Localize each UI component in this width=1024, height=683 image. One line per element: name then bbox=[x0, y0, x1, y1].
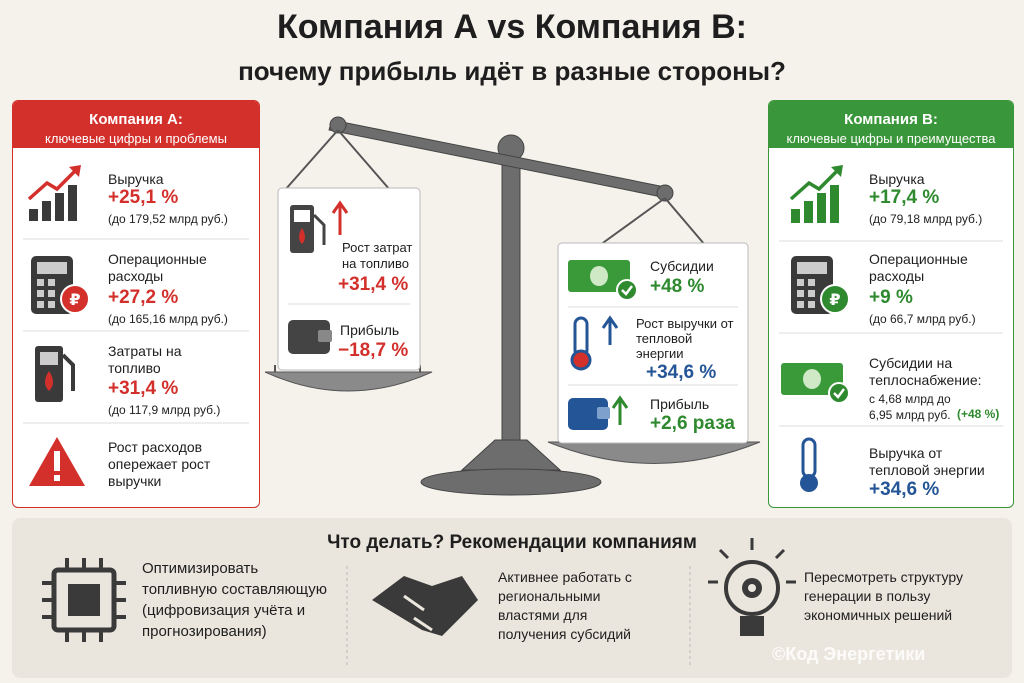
item-value: +9 % bbox=[869, 287, 913, 308]
item-note: (до 79,18 млрд руб.) bbox=[869, 212, 983, 226]
scale-right-value: +34,6 % bbox=[646, 362, 717, 383]
item-value: +34,6 % bbox=[869, 479, 940, 500]
item-note: с 4,68 млрд до 6,95 млрд руб. bbox=[869, 392, 951, 422]
item-label: Выручка от тепловой энергии bbox=[869, 445, 985, 478]
header-subtitle: ключевые цифры и проблемы bbox=[45, 131, 227, 146]
item-label: Операционные расходы bbox=[869, 251, 968, 284]
scale-right-value: +48 % bbox=[650, 276, 705, 297]
item-value: +17,4 % bbox=[869, 187, 940, 208]
item-label: Рост расходов опережает рост выручки bbox=[108, 439, 211, 489]
subtitle: почему прибыль идёт в разные стороны? bbox=[238, 56, 786, 86]
item-label: Затраты на топливо bbox=[108, 343, 182, 376]
item-label: Выручка bbox=[108, 171, 164, 187]
header-subtitle: ключевые цифры и преимущества bbox=[786, 131, 996, 146]
company-b-panel: Компания В: ключевые цифры и преимуществ… bbox=[768, 100, 1014, 508]
item-note: (до 117,9 млрд руб.) bbox=[108, 403, 221, 417]
item-highlight: (+48 %) bbox=[957, 407, 1000, 421]
scale-right-label: Рост выручки от тепловой энергии bbox=[636, 316, 734, 361]
recommendations-panel: Что делать? Рекомендации компаниям Оптим… bbox=[12, 518, 1012, 678]
recommendation: Оптимизировать топливную составляющую (ц… bbox=[142, 560, 328, 640]
icons: ₽ bbox=[779, 165, 1003, 492]
item-value: +25,1 % bbox=[108, 187, 179, 208]
icons bbox=[42, 538, 796, 666]
recommendations-title: Что делать? Рекомендации компаниям bbox=[327, 532, 697, 553]
item-label: Субсидии на теплоснабжение: bbox=[869, 355, 982, 388]
item-label: Выручка bbox=[869, 171, 925, 187]
item-value: +27,2 % bbox=[108, 287, 179, 308]
item-note: (до 179,52 млрд руб.) bbox=[108, 212, 228, 226]
svg-text:₽: ₽ bbox=[829, 290, 840, 309]
item-note: (до 165,16 млрд руб.) bbox=[108, 312, 228, 326]
icons: ₽ bbox=[23, 165, 249, 486]
recommendation: Пересмотреть структуру генерации в польз… bbox=[804, 569, 964, 623]
item-value: +31,4 % bbox=[108, 378, 179, 399]
header-title: Компания А: bbox=[89, 111, 183, 128]
company-a-panel: Компания А: ключевые цифры и проблемы ₽ … bbox=[12, 100, 260, 508]
scale-right-label: Прибыль bbox=[650, 396, 710, 412]
panel-header: Компания В: ключевые цифры и преимуществ… bbox=[769, 101, 1013, 148]
scale-left-value: −18,7 % bbox=[338, 340, 409, 361]
item-note: (до 66,7 млрд руб.) bbox=[869, 312, 976, 326]
scale-left-label: Прибыль bbox=[340, 322, 400, 338]
recommendation: Активнее работать с региональными властя… bbox=[498, 569, 632, 642]
watermark: ©Код Энергетики bbox=[772, 644, 926, 664]
scale-right-label: Субсидии bbox=[650, 258, 714, 274]
scale-left-label: Рост затрат на топливо bbox=[342, 240, 413, 271]
item-label: Операционные расходы bbox=[108, 251, 207, 284]
scale-left-value: +31,4 % bbox=[338, 274, 409, 295]
svg-text:₽: ₽ bbox=[69, 290, 80, 309]
header-title: Компания В: bbox=[844, 111, 938, 128]
panel-header: Компания А: ключевые цифры и проблемы bbox=[13, 101, 259, 148]
scale-right-value: +2,6 раза bbox=[650, 413, 735, 434]
title: Компания А vs Компания В: bbox=[277, 8, 747, 46]
